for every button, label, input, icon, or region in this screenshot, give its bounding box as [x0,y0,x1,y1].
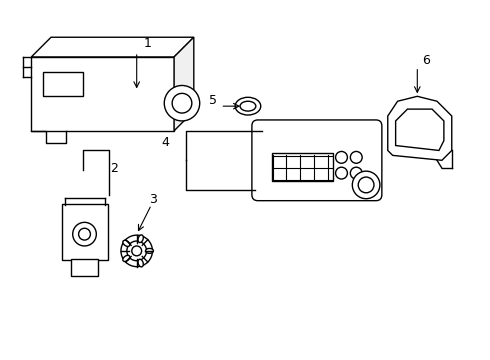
Polygon shape [395,109,444,150]
Circle shape [127,241,147,261]
Circle shape [73,222,97,246]
Ellipse shape [123,255,130,261]
Circle shape [336,152,347,163]
Ellipse shape [138,235,143,243]
Ellipse shape [146,248,153,253]
Circle shape [164,85,200,121]
Text: 6: 6 [422,54,430,67]
Ellipse shape [138,259,143,267]
FancyBboxPatch shape [62,204,108,260]
Text: 1: 1 [144,37,151,50]
Circle shape [350,152,362,163]
Text: 4: 4 [161,136,169,149]
Circle shape [350,167,362,179]
Ellipse shape [123,240,130,246]
Circle shape [121,235,152,267]
Bar [43,72,82,96]
Polygon shape [388,96,452,160]
Text: 3: 3 [149,193,157,206]
Circle shape [78,228,91,240]
Circle shape [336,167,347,179]
Bar [271,153,333,181]
Text: 2: 2 [110,162,118,175]
Polygon shape [174,37,194,131]
Text: 5: 5 [209,94,217,107]
Circle shape [132,246,142,256]
Ellipse shape [235,97,261,115]
Circle shape [172,93,192,113]
FancyBboxPatch shape [252,120,382,201]
Circle shape [352,171,380,199]
FancyBboxPatch shape [31,57,174,131]
Polygon shape [31,37,194,57]
Bar [71,259,98,276]
Circle shape [358,177,374,193]
Ellipse shape [240,101,256,111]
